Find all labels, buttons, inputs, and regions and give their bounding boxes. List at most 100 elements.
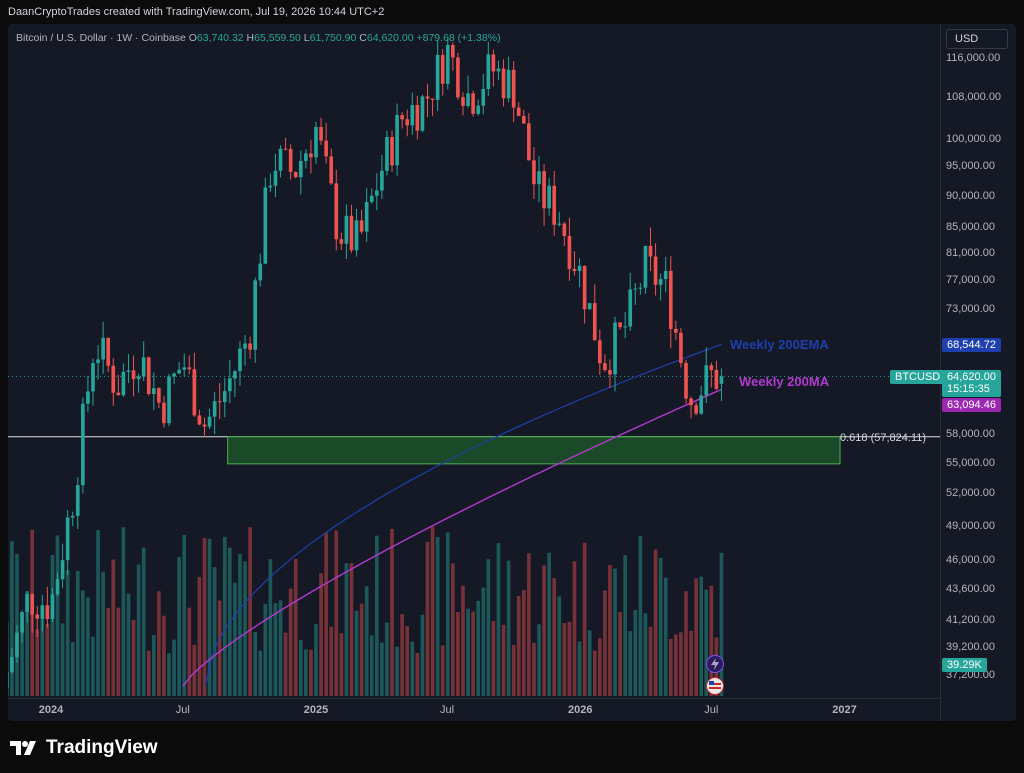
candle-body	[623, 326, 627, 328]
volume-bar	[243, 561, 247, 696]
candle-body	[101, 337, 105, 360]
candle-body	[385, 137, 389, 171]
tradingview-logo[interactable]: TradingView	[10, 737, 158, 759]
price-chart[interactable]	[8, 24, 1016, 721]
candle-body	[445, 44, 450, 84]
candle-body	[542, 171, 546, 209]
chart-frame[interactable]: Bitcoin / U.S. Dollar · 1W · Coinbase O6…	[8, 24, 1016, 721]
volume-bar	[81, 590, 85, 696]
volume-bar	[633, 610, 638, 696]
candle-body	[349, 215, 354, 251]
ema-price-tag: 68,544.72	[942, 338, 1001, 352]
us-flag-icon[interactable]	[706, 677, 724, 695]
volume-bar	[319, 573, 323, 696]
candle-body	[248, 343, 252, 350]
candle-body	[314, 126, 318, 158]
volume-bar	[298, 640, 303, 696]
candle-body	[598, 340, 602, 364]
volume-bar	[577, 641, 582, 696]
volume-bar	[339, 633, 344, 696]
ema-line	[204, 343, 722, 687]
candle-body	[70, 515, 75, 518]
volume-bar	[562, 623, 567, 696]
candle-body	[217, 401, 222, 403]
time-tick: Jul	[440, 704, 455, 716]
volume-bar	[20, 623, 24, 696]
fib-level-label: 0.618 (57,824.11)	[840, 432, 927, 444]
volume-bar	[704, 589, 709, 696]
candle-body	[273, 170, 278, 186]
price-tick: 46,000.00	[946, 553, 995, 566]
symbol-legend[interactable]: Bitcoin / U.S. Dollar · 1W · Coinbase O6…	[16, 32, 501, 44]
candle-body	[608, 370, 612, 375]
volume-bar	[126, 593, 131, 696]
volume-bar	[481, 587, 486, 696]
volume-bar	[177, 557, 181, 696]
candle-body	[177, 369, 181, 374]
volume-bar	[410, 641, 415, 696]
candle-body	[146, 357, 151, 394]
volume-bar	[653, 549, 658, 696]
price-tick: 85,000.00	[946, 220, 995, 233]
candle-body	[172, 373, 176, 377]
lightning-icon[interactable]	[706, 655, 724, 673]
candle-body	[435, 54, 440, 100]
volume-bar	[542, 565, 546, 696]
volume-bar	[162, 615, 166, 696]
candle-body	[709, 365, 714, 370]
volume-bar	[238, 553, 242, 696]
candle-body	[15, 632, 19, 658]
volume-bar	[167, 653, 171, 696]
volume-bar	[709, 585, 714, 696]
volume-bar	[207, 538, 212, 696]
volume-bar	[547, 552, 551, 696]
ma-price-tag: 63,094.46	[942, 398, 1001, 412]
volume-bar	[293, 558, 298, 696]
volume-bar	[96, 530, 100, 696]
price-tick: 43,600.00	[946, 582, 995, 595]
time-tick: 2027	[832, 704, 857, 716]
candle-body	[162, 402, 166, 424]
volume-bar	[466, 608, 470, 696]
volume-bar	[258, 650, 263, 696]
volume-bar	[45, 623, 50, 696]
currency-selector[interactable]: USD	[946, 29, 1008, 49]
time-tick: 2025	[303, 704, 329, 716]
volume-bar	[628, 631, 633, 696]
volume-bar	[55, 535, 60, 696]
volume-bar	[197, 576, 202, 696]
ma-annotation: Weekly 200MA	[739, 374, 830, 389]
candle-body	[557, 223, 562, 225]
price-tick: 81,000.00	[946, 246, 995, 259]
candle-body	[592, 303, 597, 341]
candle-body	[86, 391, 90, 404]
symbol-name: Bitcoin / U.S. Dollar · 1W · Coinbase	[16, 32, 186, 44]
volume-bar	[572, 561, 577, 696]
time-axis[interactable]	[8, 698, 940, 721]
volume-bar	[86, 597, 90, 696]
volume-bar	[618, 612, 622, 696]
candle-body	[476, 105, 481, 114]
candle-body	[501, 68, 506, 99]
volume-bar	[111, 559, 116, 696]
volume-bar	[151, 634, 156, 696]
volume-bar	[516, 596, 521, 696]
volume-bar	[699, 576, 704, 696]
candle-body	[329, 156, 334, 184]
candle-body	[10, 657, 14, 673]
volume-bar	[496, 543, 501, 696]
volume-bar	[334, 530, 339, 696]
tradingview-logo-icon	[10, 741, 36, 755]
volume-bar	[182, 534, 187, 696]
price-tick: 52,000.00	[946, 487, 995, 500]
volume-bar	[10, 541, 14, 696]
volume-bar	[65, 570, 70, 696]
candle-body	[182, 367, 187, 370]
candle-body	[253, 280, 258, 350]
candle-body	[582, 265, 587, 310]
volume-bar	[674, 634, 678, 696]
price-tick: 108,000.00	[946, 90, 1002, 103]
candle-body	[643, 245, 648, 288]
volume-tag: 39.29K	[942, 658, 987, 672]
volume-bar	[364, 586, 369, 696]
